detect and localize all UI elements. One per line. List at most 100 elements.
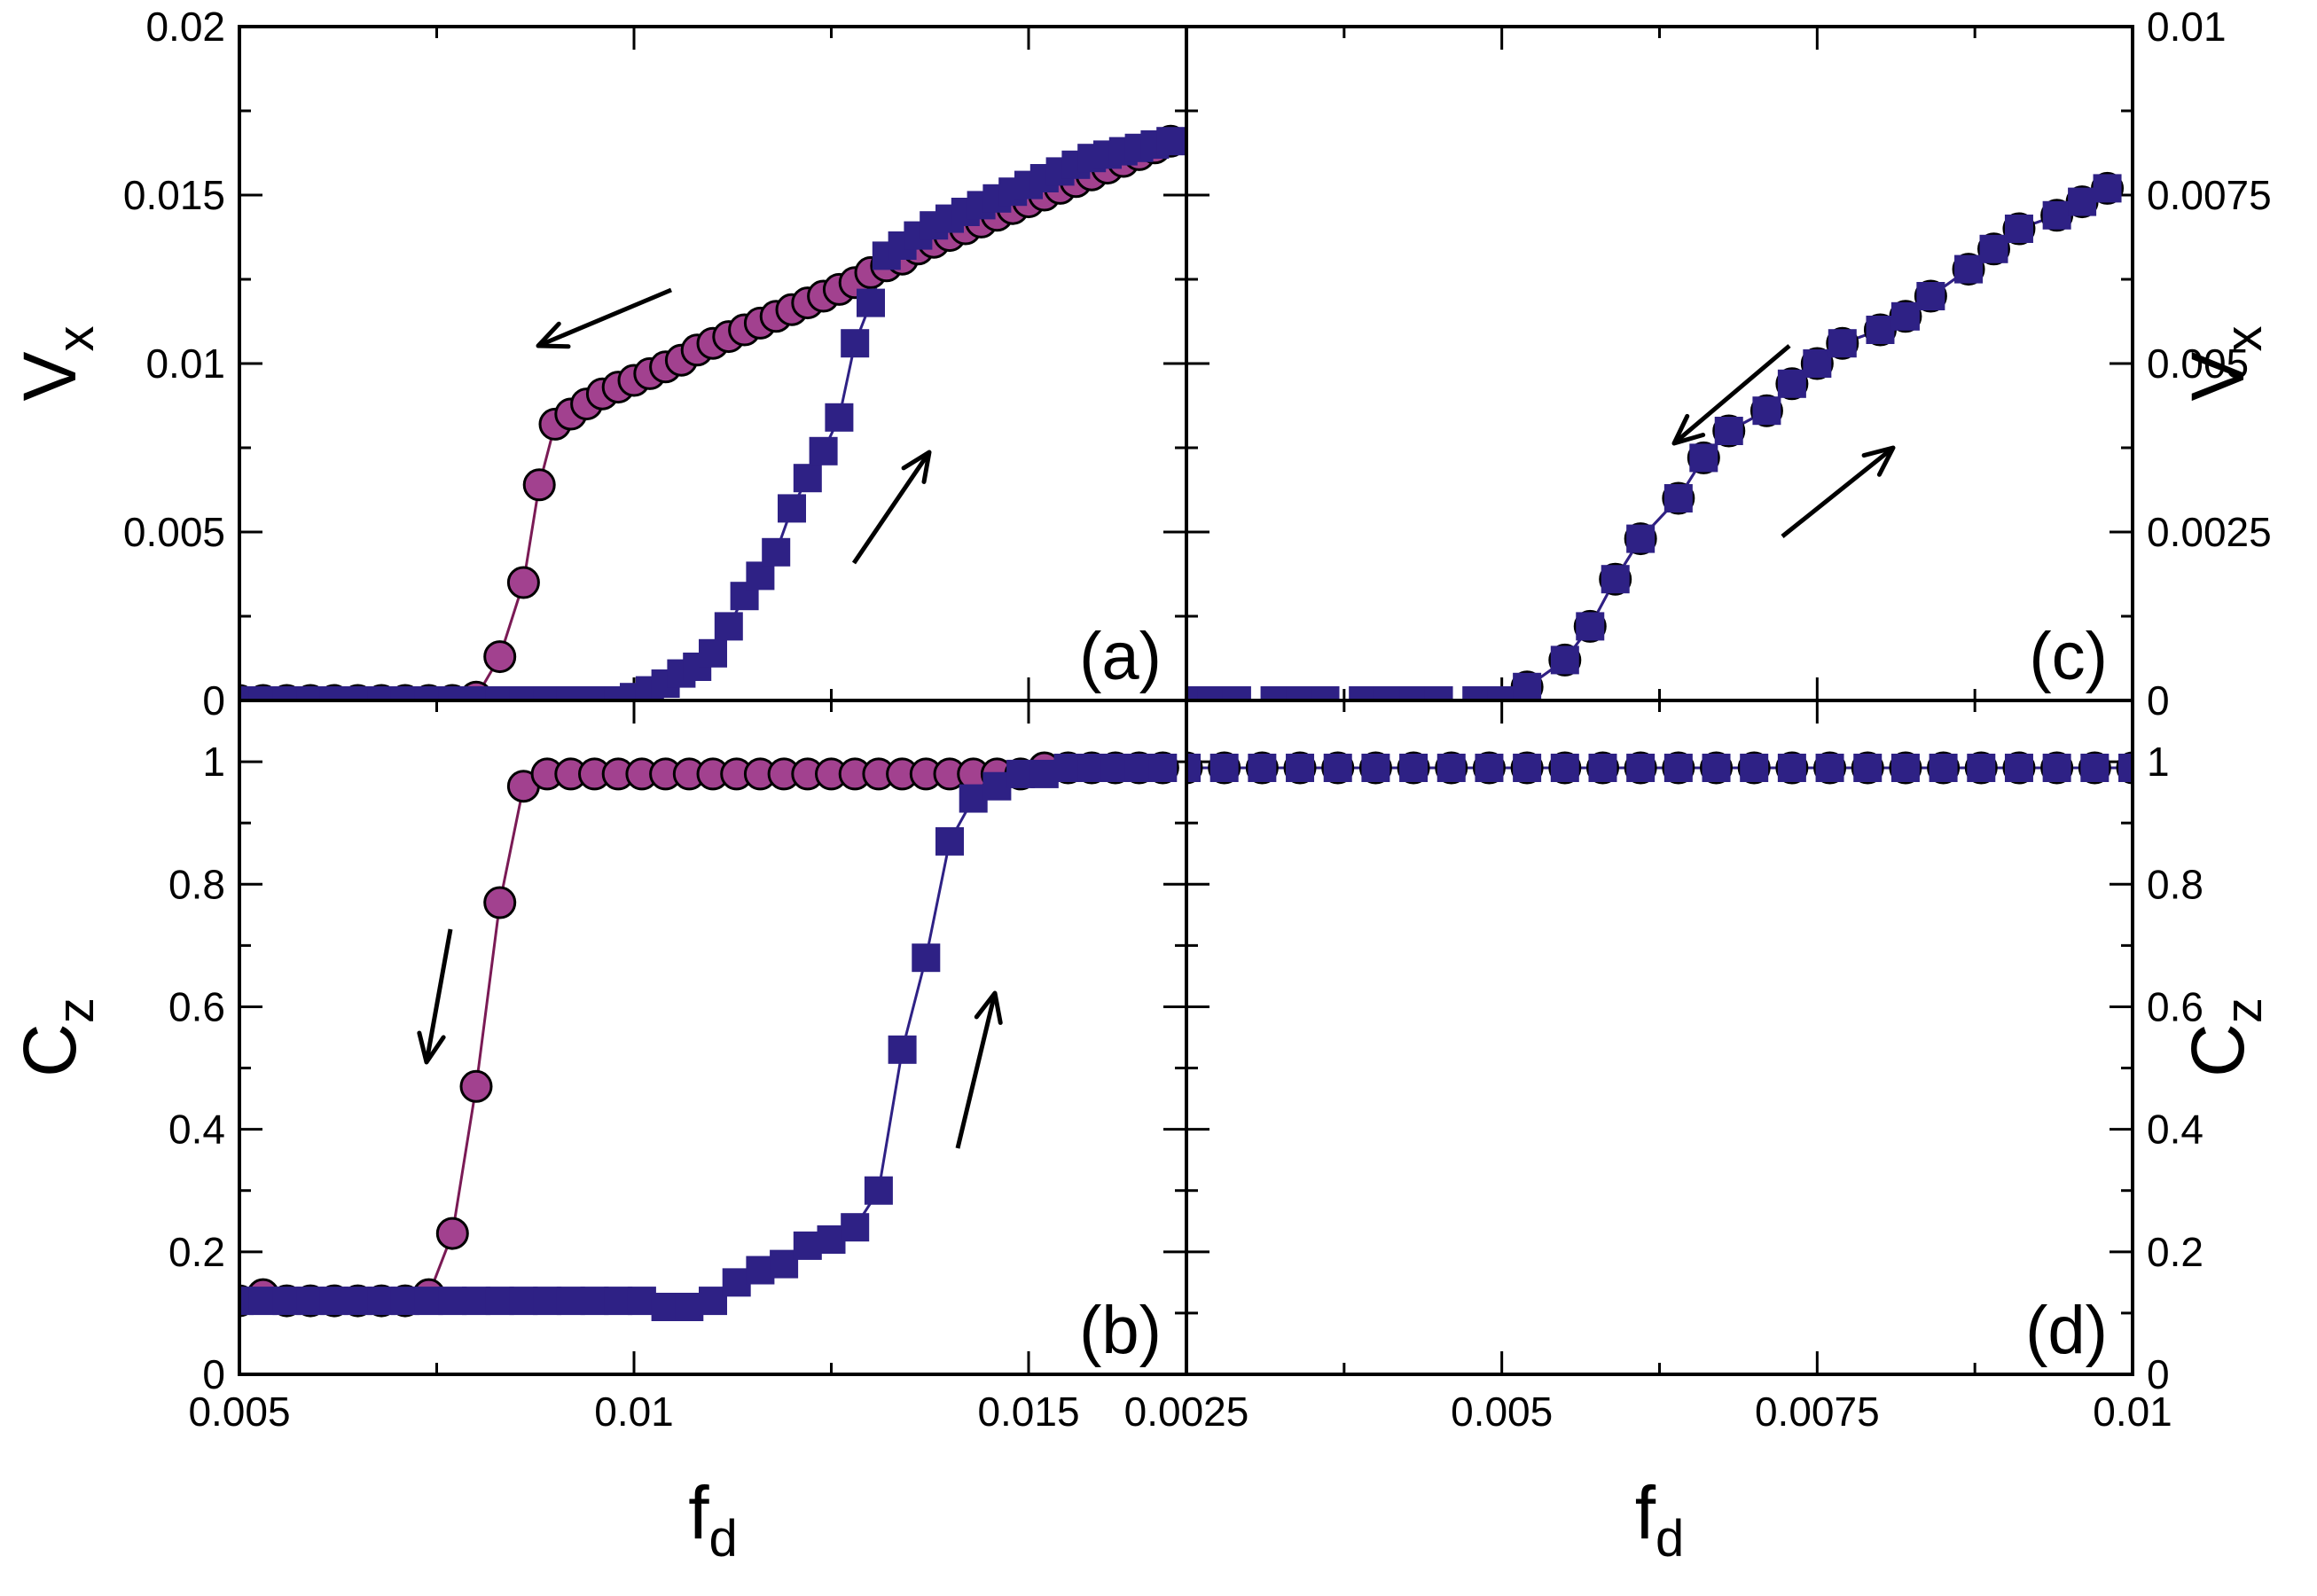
y-axis-title: Cz	[2176, 998, 2273, 1077]
y-tick-label: 0.015	[123, 172, 225, 218]
data-point-increasing	[2068, 187, 2097, 216]
series-line-increasing	[239, 139, 1171, 702]
panel-d: 0 0.2 0.4 0.6 0.8 1 0.0025 0.005 0.0075 0.01 (d) Cz…	[1124, 699, 2273, 1568]
data-point-increasing	[1197, 686, 1226, 702]
y-tick-label: 0	[202, 1351, 225, 1397]
data-point-increasing	[1124, 754, 1154, 782]
data-point-increasing	[809, 436, 838, 466]
data-point-increasing	[1929, 754, 1958, 782]
data-point-increasing	[1866, 316, 1895, 344]
data-point-increasing	[817, 1225, 846, 1254]
data-point-increasing	[1576, 612, 1605, 641]
data-point-increasing	[2093, 174, 2122, 203]
series-line-decreasing	[239, 139, 1171, 702]
data-point-increasing	[841, 1213, 870, 1242]
data-point-increasing	[1777, 754, 1806, 782]
data-point-increasing	[1663, 484, 1693, 512]
data-point-increasing	[1462, 686, 1491, 702]
x-tick-label: 0.0075	[1755, 1389, 1880, 1435]
y-tick-label: 0.0025	[2147, 509, 2272, 555]
data-point-increasing	[1209, 754, 1239, 782]
data-point-increasing	[1979, 234, 2008, 263]
y-tick-label: 0.005	[2147, 340, 2249, 387]
y-axis-title: Cz	[8, 998, 105, 1077]
y-tick-label: 0.01	[2147, 4, 2227, 50]
data-point-increasing	[1513, 754, 1542, 782]
data-point-increasing	[1740, 754, 1769, 782]
y-tick-label: 0.2	[168, 1229, 225, 1275]
data-point-increasing	[959, 784, 988, 813]
data-point-increasing	[982, 771, 1012, 801]
panel-a: 0 0.005 0.01 0.015 0.02 (a) Vx	[8, 4, 1188, 724]
data-point-increasing	[414, 1287, 443, 1316]
data-point-increasing	[1626, 754, 1656, 782]
data-point-increasing	[1185, 754, 1201, 782]
data-point-increasing	[580, 686, 609, 702]
panel-b: 0 0.2 0.4 0.6 0.8 1 0.005 0.01 0.015(b) Cz fd	[8, 699, 1188, 1568]
data-point-increasing	[1954, 254, 1984, 284]
panel-label: (a)	[1079, 619, 1162, 694]
data-point-increasing	[1752, 396, 1781, 426]
data-point-increasing	[556, 1287, 585, 1316]
data-point-increasing	[675, 1293, 704, 1321]
plot-frame	[1185, 699, 2134, 1376]
data-point-increasing	[1828, 329, 1857, 358]
data-point-increasing	[533, 686, 562, 702]
data-point-increasing	[935, 826, 964, 856]
data-point-increasing	[1006, 759, 1036, 788]
panel-label: (d)	[2025, 1293, 2108, 1368]
data-point-increasing	[1361, 754, 1390, 782]
data-point-increasing	[485, 1287, 514, 1316]
data-point-increasing	[1475, 754, 1504, 782]
y-tick-label: 0.4	[168, 1107, 225, 1153]
data-point-increasing	[699, 1287, 727, 1316]
data-point-increasing	[604, 1287, 633, 1316]
data-point-increasing	[1487, 686, 1516, 702]
y-tick-label: 1	[2147, 739, 2170, 785]
data-point-increasing	[272, 1287, 301, 1316]
data-point-increasing	[1286, 754, 1315, 782]
data-point-increasing	[1029, 759, 1059, 788]
y-tick-label: 0	[202, 677, 225, 724]
arrow-decreasing-icon	[417, 928, 453, 1065]
y-axis-title: Vx	[8, 325, 105, 401]
panel-label: (c)	[2029, 619, 2108, 694]
data-point-increasing	[1601, 565, 1630, 594]
data-point-increasing	[864, 1176, 893, 1205]
data-point-increasing	[1077, 754, 1107, 782]
y-tick-label: 0.8	[2147, 861, 2203, 907]
data-point-increasing	[793, 1231, 822, 1260]
y-tick-label: 0.6	[2147, 983, 2203, 1029]
x-tick-label: 0.005	[188, 1389, 290, 1435]
data-point-increasing	[1156, 127, 1186, 156]
y-tick-label: 0.005	[123, 509, 225, 555]
data-point-increasing	[367, 686, 396, 702]
data-point-increasing	[778, 494, 806, 523]
data-point-increasing	[248, 686, 278, 702]
data-point-increasing	[1890, 754, 1920, 782]
data-point-increasing	[248, 1287, 278, 1316]
data-point-increasing	[2118, 754, 2134, 782]
data-point-increasing	[272, 686, 301, 702]
x-tick-label: 0.015	[977, 1389, 1079, 1435]
data-point-increasing	[1053, 754, 1083, 782]
data-point-increasing	[1349, 686, 1378, 702]
data-point-increasing	[1626, 524, 1656, 553]
data-point-increasing	[1399, 686, 1429, 702]
data-point-increasing	[770, 1249, 799, 1279]
data-point-increasing	[367, 1287, 396, 1316]
y-tick-label: 0.02	[145, 4, 225, 50]
x-axis-title: fd	[1635, 1471, 1685, 1568]
data-point-increasing	[714, 612, 743, 641]
data-point-increasing	[438, 1287, 467, 1316]
data-point-increasing	[1399, 754, 1429, 782]
data-point-increasing	[462, 686, 490, 702]
arrow-decreasing-icon	[536, 287, 672, 349]
data-point-increasing	[414, 686, 443, 702]
data-point-increasing	[1513, 672, 1542, 701]
data-point-increasing	[2004, 754, 2033, 782]
panel-c: 0 0.0025 0.005 0.0075 0.01 (c) Vx	[1185, 4, 2273, 724]
data-point-increasing	[857, 288, 885, 317]
data-point-increasing	[580, 1287, 609, 1316]
